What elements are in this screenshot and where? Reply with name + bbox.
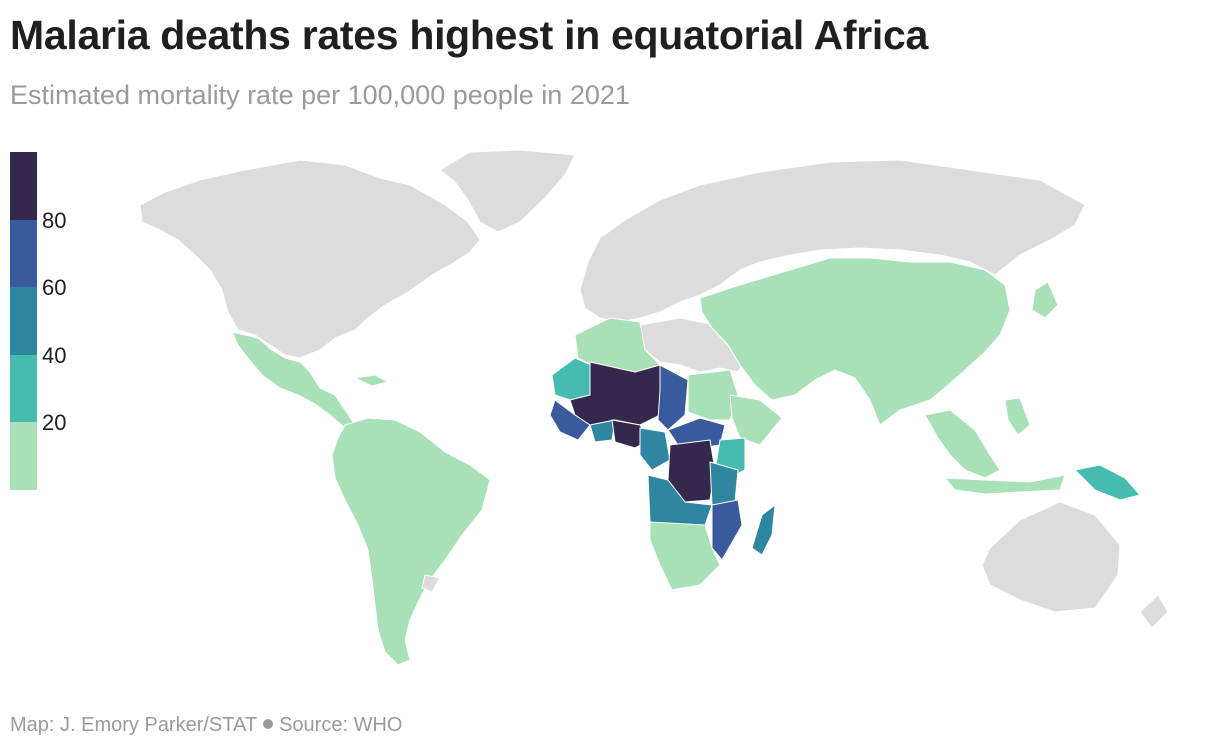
- region-greenland: [439, 149, 576, 233]
- legend-tick-80: 80: [42, 208, 67, 233]
- legend-color-bar: [10, 152, 37, 490]
- color-legend: 80 60 40 20: [10, 152, 100, 492]
- region-mozambique: [711, 499, 743, 561]
- region-japan: [1031, 281, 1059, 319]
- map-subtitle: Estimated mortality rate per 100,000 peo…: [10, 80, 630, 110]
- region-madagascar: [751, 504, 776, 556]
- map-footer: Map: J. Emory Parker/STAT Source: WHO: [10, 714, 402, 737]
- region-cameroon-area: [639, 427, 671, 471]
- legend-swatch-80-plus: [10, 152, 37, 220]
- legend-swatch-40-60: [10, 287, 37, 355]
- map-title: Malaria deaths rates highest in equatori…: [10, 12, 928, 58]
- separator-dot-icon: [263, 719, 274, 729]
- map-source: Source: WHO: [279, 714, 403, 736]
- region-new-zealand: [1139, 594, 1169, 629]
- region-caribbean: [354, 374, 389, 387]
- world-choropleth-map: [139, 149, 1169, 666]
- region-sudan: [687, 369, 739, 421]
- legend-swatch-0-20: [10, 422, 37, 490]
- legend-tick-60: 60: [42, 275, 67, 300]
- region-philippines: [1004, 397, 1031, 436]
- region-europe-russia: [579, 159, 1086, 323]
- legend-swatch-60-80: [10, 219, 37, 288]
- legend-tick-20: 20: [42, 410, 67, 435]
- region-north-america: [139, 159, 481, 359]
- region-chad: [657, 364, 689, 431]
- region-south-america: [331, 417, 491, 666]
- legend-tick-40: 40: [42, 343, 67, 368]
- region-ghana-area: [589, 419, 616, 443]
- region-southern-africa: [649, 521, 721, 591]
- region-horn-of-africa: [729, 394, 783, 446]
- region-south-america-no-data: [421, 574, 441, 593]
- region-southeast-asia: [924, 409, 1001, 479]
- legend-swatch-20-40: [10, 354, 37, 423]
- region-papua-new-guinea: [1074, 464, 1141, 501]
- region-australia: [981, 501, 1121, 613]
- region-asia-low: [699, 257, 1011, 426]
- region-east-africa-mid: [709, 461, 739, 506]
- region-west-africa-coast: [549, 399, 591, 441]
- region-indonesia: [944, 474, 1066, 495]
- map-credit: Map: J. Emory Parker/STAT: [10, 714, 258, 736]
